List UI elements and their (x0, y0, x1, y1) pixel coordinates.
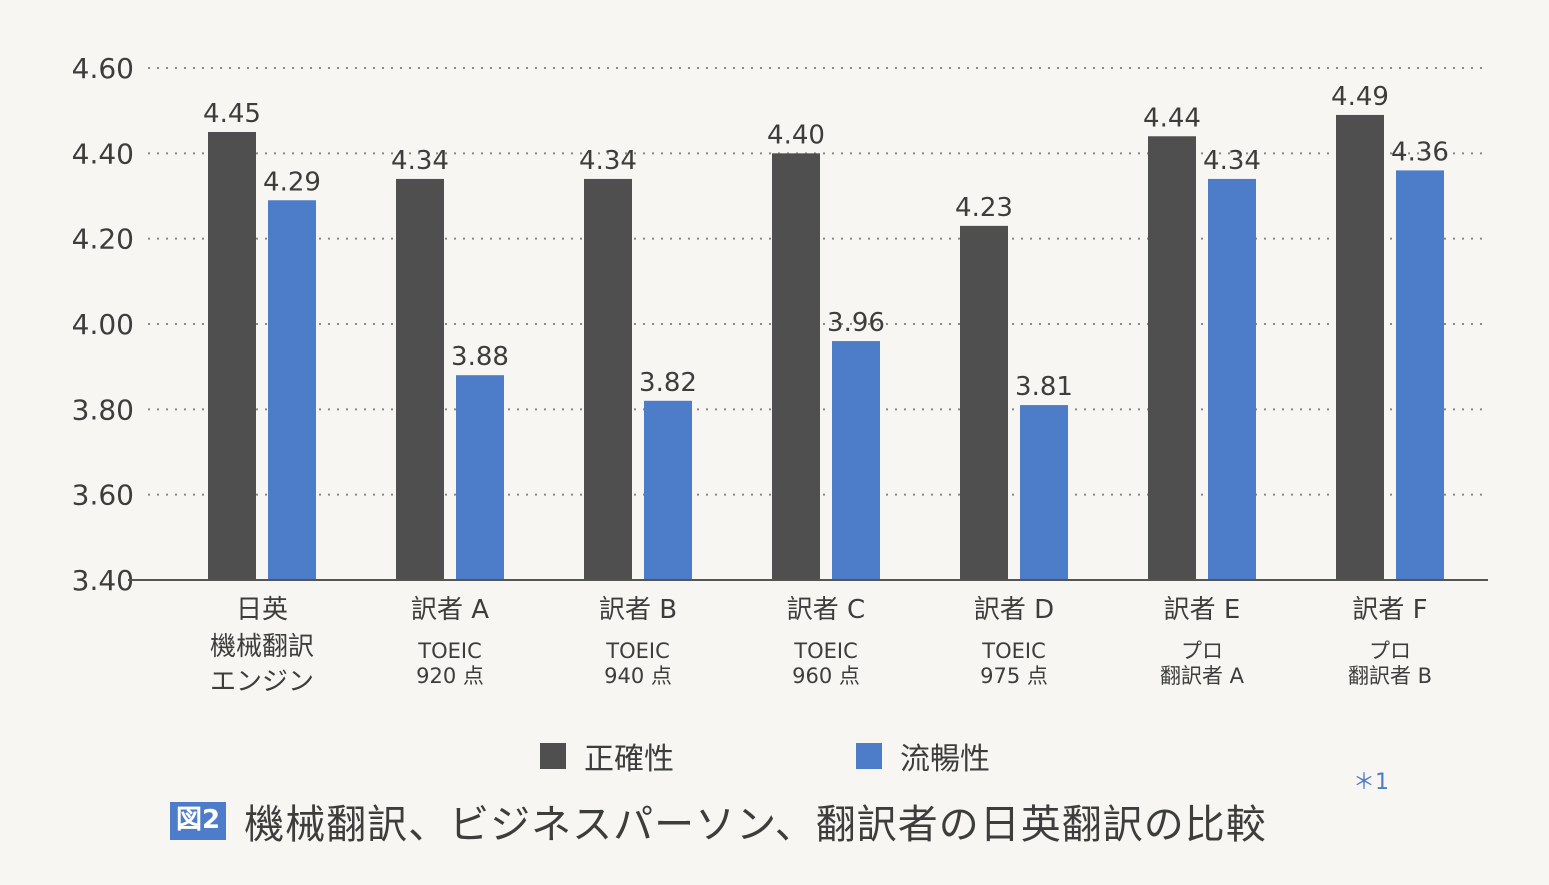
data-label: 3.96 (827, 308, 885, 338)
gridlines (148, 67, 1488, 496)
data-label: 4.44 (1143, 103, 1201, 133)
legend-item-fluency: 流暢性 (856, 734, 990, 778)
data-label: 4.40 (767, 120, 825, 150)
data-label: 4.34 (391, 146, 449, 176)
category-sublabel: 機械翻訳 (210, 632, 314, 662)
y-tick-label: 3.60 (72, 479, 134, 512)
figure-caption: 図2 機械翻訳、ビジネスパーソン、翻訳者の日英翻訳の比較 (170, 792, 1267, 850)
category-sublabel: 920 点 (416, 664, 484, 688)
bar-accuracy (208, 132, 256, 580)
y-axis: 4.60 4.40 4.20 4.00 3.80 3.60 3.40 (72, 52, 134, 597)
category-sublabel: プロ (1181, 639, 1223, 663)
bar-fluency (644, 400, 692, 580)
category-label: 日英 (236, 595, 288, 625)
y-tick-label: 4.40 (72, 137, 134, 170)
bar-fluency (268, 200, 316, 580)
category-sublabel: 翻訳者 A (1160, 664, 1245, 688)
y-tick-label: 4.20 (72, 223, 134, 256)
y-tick-label: 4.00 (72, 308, 134, 341)
data-label: 3.88 (451, 342, 509, 372)
category-label: 訳者 B (599, 595, 677, 625)
bars (208, 114, 1444, 581)
category-sublabel: TOEIC (417, 639, 481, 663)
footnote-marker: ＊1 (1353, 770, 1389, 795)
data-label: 3.82 (639, 368, 697, 398)
category-sublabel: 960 点 (792, 664, 860, 688)
data-label: 4.34 (1203, 146, 1261, 176)
bar-fluency (1208, 178, 1256, 580)
data-label: 3.81 (1015, 372, 1073, 402)
legend-swatch-accuracy (540, 743, 566, 769)
bar-fluency (1020, 405, 1068, 580)
category-sublabel: 翻訳者 B (1348, 664, 1432, 688)
bar-accuracy (1148, 136, 1196, 580)
y-tick-label: 4.60 (72, 52, 134, 85)
data-label: 4.29 (263, 167, 321, 197)
category-sublabel: TOEIC (981, 639, 1045, 663)
value-labels: 4.45 4.29 4.34 3.88 4.34 3.82 4.40 3.96 4.23 3.81… (203, 82, 1449, 402)
legend-swatch-fluency (856, 743, 882, 769)
legend-label-fluency: 流暢性 (900, 742, 990, 777)
y-tick-label: 3.80 (72, 393, 134, 426)
category-sublabel: 975 点 (980, 664, 1048, 688)
figure-title: 機械翻訳、ビジネスパーソン、翻訳者の日英翻訳の比較 (244, 802, 1267, 848)
category-sublabel: TOEIC (793, 639, 857, 663)
bar-accuracy (584, 178, 632, 580)
category-sublabel: 940 点 (604, 664, 672, 688)
bar-accuracy (396, 178, 444, 580)
category-label: 訳者 C (787, 595, 865, 625)
bar-chart: 4.60 4.40 4.20 4.00 3.80 3.60 3.40 4.45 4.29 4.3… (72, 52, 1488, 697)
category-label: 訳者 E (1164, 595, 1241, 625)
bar-fluency (1396, 170, 1444, 580)
bar-accuracy (960, 225, 1008, 580)
category-label: 訳者 D (974, 595, 1054, 625)
data-label: 4.34 (579, 146, 637, 176)
category-label: 訳者 F (1352, 595, 1427, 625)
data-label: 4.23 (955, 193, 1013, 223)
data-label: 4.36 (1391, 137, 1449, 167)
bar-fluency (456, 375, 504, 580)
bar-accuracy (1336, 114, 1384, 580)
legend-label-accuracy: 正確性 (584, 742, 674, 777)
figure-number-badge: 図2 (170, 802, 227, 840)
bar-accuracy (772, 153, 820, 581)
y-tick-label: 3.40 (72, 564, 134, 597)
data-label: 4.45 (203, 99, 261, 129)
legend: 正確性 流暢性 (0, 734, 1549, 778)
legend-item-accuracy: 正確性 (540, 734, 674, 778)
category-label: 訳者 A (411, 595, 489, 625)
category-sublabel: プロ (1369, 639, 1411, 663)
category-sublabel: エンジン (210, 667, 314, 697)
bar-fluency (832, 341, 880, 580)
data-label: 4.49 (1331, 82, 1389, 112)
category-sublabel: TOEIC (605, 639, 669, 663)
